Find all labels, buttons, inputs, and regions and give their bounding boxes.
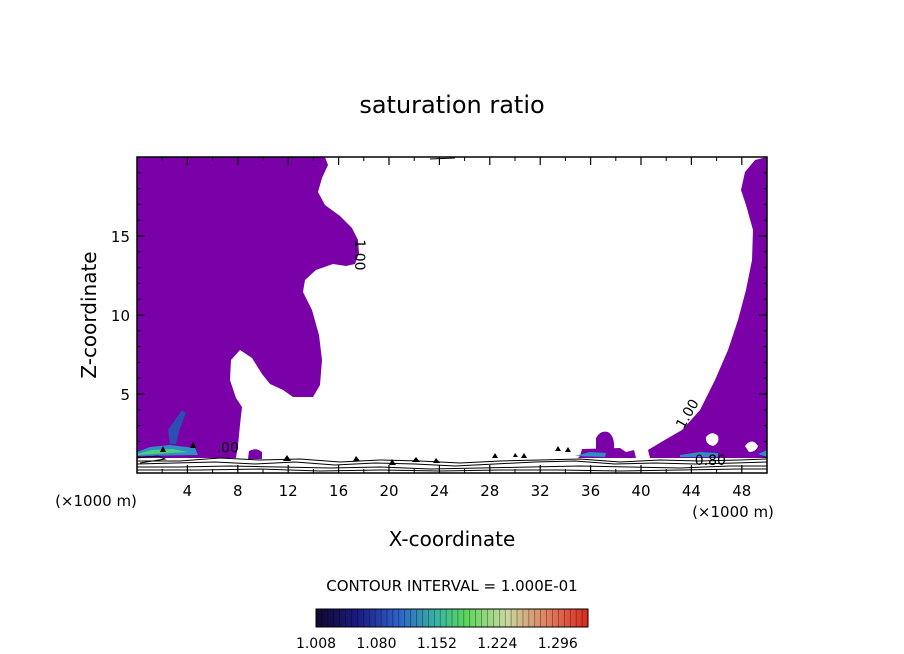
colorbar-labels: 1.008 1.080 1.152 1.224 1.296 — [296, 636, 578, 652]
contour-label: .00 — [217, 440, 239, 456]
y-axis-label: Z-coordinate — [77, 251, 101, 378]
x-ticks: 4 8 12 16 20 24 28 32 36 40 44 48 — [161, 157, 751, 500]
x-tick-label: 44 — [682, 482, 701, 500]
colorbar-stripes — [321, 609, 583, 627]
supersaturation-fills — [137, 157, 767, 459]
x-tick-label: 16 — [329, 482, 348, 500]
high-value-band — [575, 452, 606, 457]
y-tick-label: 15 — [111, 228, 130, 246]
chart-title: saturation ratio — [359, 91, 544, 119]
x-tick-label: 4 — [183, 482, 193, 500]
contour-labels: 1.001.000.80.00 — [217, 239, 726, 469]
right-region-gap — [705, 433, 719, 446]
contour-line — [433, 458, 440, 463]
y-tick-label: 5 — [120, 386, 130, 404]
colorbar-label: 1.224 — [477, 636, 517, 652]
contour-line — [160, 446, 166, 452]
colorbar-label: 1.296 — [538, 636, 578, 652]
contour-label: 1.00 — [351, 239, 367, 270]
x-tick-label: 48 — [732, 482, 751, 500]
contour-line — [565, 447, 571, 452]
high-value-band — [758, 450, 767, 457]
contour-line — [137, 457, 768, 464]
y-tick-label: 10 — [111, 307, 130, 325]
x-tick-label: 36 — [581, 482, 600, 500]
colorbar-label: 1.152 — [417, 636, 457, 652]
contour-line — [283, 455, 291, 461]
x-tick-label: 20 — [379, 482, 398, 500]
contour-interval-text: CONTOUR INTERVAL = 1.000E-01 — [326, 577, 577, 595]
contour-line — [136, 460, 768, 467]
x-tick-label: 40 — [631, 482, 650, 500]
contour-line — [555, 446, 561, 451]
surface-patch — [196, 447, 210, 458]
y-ticks: 5 10 15 — [111, 172, 767, 458]
contour-line — [137, 468, 767, 472]
contour-line — [389, 459, 396, 465]
x-tick-label: 8 — [233, 482, 243, 500]
contour-line — [492, 453, 498, 458]
contour-line — [137, 465, 767, 470]
right-region-gap — [745, 441, 758, 452]
x-tick-label: 32 — [531, 482, 550, 500]
contour-line — [521, 453, 527, 458]
left-saturated-region — [137, 157, 359, 458]
x-unit-label: (×1000 m) — [692, 503, 774, 521]
z-unit-label: (×1000 m) — [55, 492, 137, 510]
x-tick-label: 24 — [430, 482, 449, 500]
contour-line — [190, 442, 196, 448]
x-axis-label: X-coordinate — [389, 527, 516, 551]
contour-lines — [136, 157, 768, 472]
surface-patch — [596, 431, 615, 450]
x-tick-label: 28 — [480, 482, 499, 500]
colorbar-label: 1.008 — [296, 636, 336, 652]
x-tick-label: 12 — [279, 482, 298, 500]
contour-label: 0.80 — [695, 453, 726, 469]
right-saturated-region — [648, 157, 767, 458]
high-value-band — [168, 410, 186, 444]
colorbar-label: 1.080 — [356, 636, 396, 652]
contour-line — [429, 157, 456, 160]
contour-line — [353, 456, 360, 461]
high-value-band — [680, 452, 718, 457]
surface-patch — [248, 449, 262, 459]
contour-line — [412, 457, 420, 462]
contour-line — [136, 455, 167, 464]
contour-line — [513, 453, 518, 457]
